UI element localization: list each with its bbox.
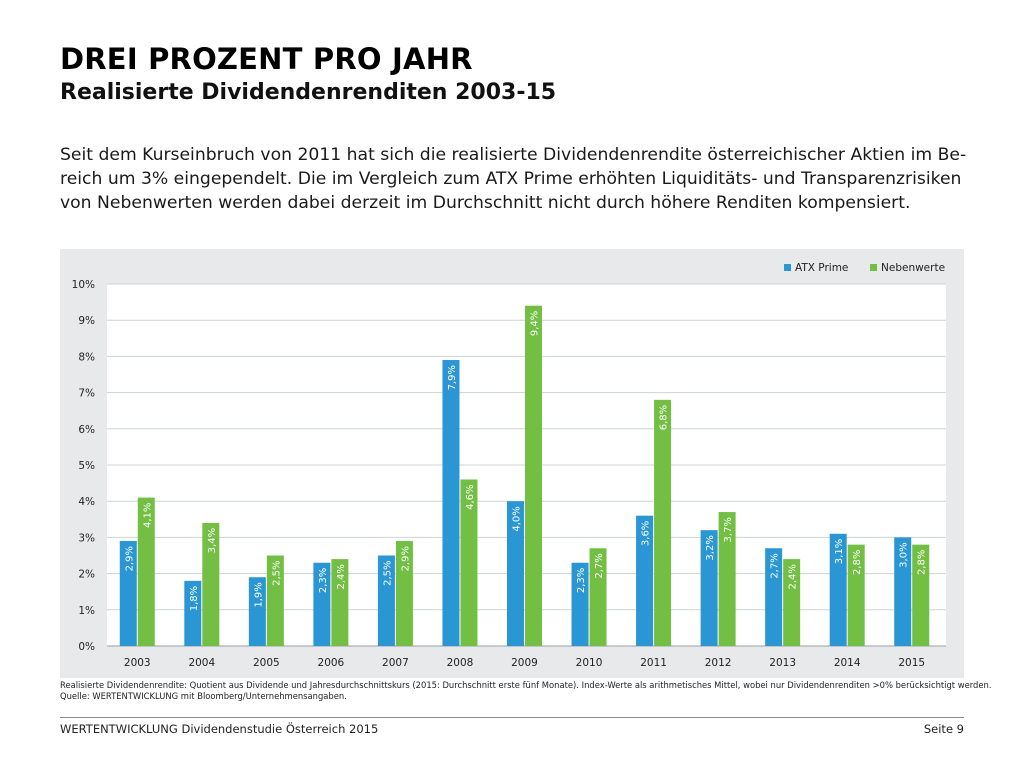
bar-nebenwerte bbox=[202, 522, 220, 646]
intro-line: von Nebenwerten werden dabei derzeit im … bbox=[60, 193, 911, 213]
bar-data-label: 2,3% bbox=[318, 568, 329, 593]
bar-data-label: 2,5% bbox=[271, 561, 282, 586]
bar-atx-prime bbox=[119, 541, 137, 646]
bar-data-label: 3,6% bbox=[641, 521, 652, 546]
y-tick-label: 8% bbox=[78, 351, 95, 363]
bar-nebenwerte bbox=[654, 399, 672, 646]
page-subtitle: Realisierte Dividendenrenditen 2003-15 bbox=[60, 80, 557, 105]
page-title: DREI PROZENT PRO JAHR bbox=[60, 42, 473, 76]
x-tick-label: 2005 bbox=[253, 657, 280, 669]
bar-atx-prime bbox=[571, 562, 589, 646]
y-tick-label: 4% bbox=[78, 496, 95, 508]
note-source: Quelle: WERTENTWICKLUNG mit Bloomberg/Un… bbox=[60, 691, 347, 701]
bar-atx-prime bbox=[894, 537, 912, 646]
x-tick-label: 2006 bbox=[318, 657, 345, 669]
bar-data-label: 3,4% bbox=[207, 528, 218, 553]
bar-data-label: 3,7% bbox=[723, 517, 734, 542]
y-tick-label: 7% bbox=[78, 388, 95, 400]
x-tick-label: 2007 bbox=[382, 657, 409, 669]
y-tick-label: 5% bbox=[78, 460, 95, 472]
x-tick-label: 2015 bbox=[898, 657, 925, 669]
bar-data-label: 2,3% bbox=[576, 568, 587, 593]
bar-data-label: 2,7% bbox=[770, 553, 781, 578]
legend-swatch bbox=[870, 264, 877, 271]
bar-atx-prime bbox=[184, 580, 202, 646]
y-tick-label: 6% bbox=[78, 424, 95, 436]
y-tick-label: 1% bbox=[78, 605, 95, 617]
bar-nebenwerte bbox=[783, 559, 801, 646]
bar-data-label: 6,8% bbox=[659, 405, 670, 430]
chart-notes: Realisierte Dividendenrendite: Quotient … bbox=[60, 680, 992, 702]
bar-nebenwerte bbox=[395, 541, 413, 646]
chart-panel: 0% 1% 2% 3% 4% 5% 6% 7% 8% 9% 10% 2,9% 4,1% 2003 1,8% 3… bbox=[60, 249, 964, 678]
bar-atx-prime bbox=[829, 533, 847, 646]
bar-nebenwerte bbox=[718, 512, 736, 646]
bar-nebenwerte bbox=[266, 555, 284, 646]
bar-atx-prime bbox=[636, 515, 654, 646]
x-tick-label: 2008 bbox=[447, 657, 474, 669]
bar-nebenwerte bbox=[525, 305, 542, 646]
bar-data-label: 2,9% bbox=[400, 546, 411, 571]
y-tick-label: 9% bbox=[78, 315, 95, 327]
bar-data-label: 3,1% bbox=[834, 539, 845, 564]
bar-atx-prime bbox=[507, 501, 524, 646]
bar-nebenwerte bbox=[589, 548, 607, 646]
bar-data-label: 2,8% bbox=[852, 550, 863, 575]
legend-label: Nebenwerte bbox=[881, 262, 945, 274]
bar-data-label: 3,0% bbox=[899, 542, 910, 567]
bar-nebenwerte bbox=[912, 544, 930, 646]
bar-data-label: 4,1% bbox=[142, 503, 153, 528]
y-tick-label: 2% bbox=[78, 569, 95, 581]
bar-atx-prime bbox=[765, 548, 783, 646]
footer-divider bbox=[60, 717, 964, 718]
bar-data-label: 3,2% bbox=[705, 535, 716, 560]
bar-nebenwerte bbox=[460, 479, 478, 646]
bar-data-label: 1,9% bbox=[253, 582, 264, 607]
x-tick-label: 2011 bbox=[640, 657, 667, 669]
y-tick-label: 0% bbox=[78, 641, 95, 653]
bar-chart: 0% 1% 2% 3% 4% 5% 6% 7% 8% 9% 10% 2,9% 4,1% 2003 1,8% 3… bbox=[72, 262, 946, 669]
bar-data-label: 2,8% bbox=[917, 550, 928, 575]
bar-atx-prime bbox=[377, 555, 395, 646]
footer-publication: WERTENTWICKLUNG Dividendenstudie Österre… bbox=[60, 722, 379, 736]
bar-atx-prime bbox=[442, 360, 460, 646]
bar-atx-prime bbox=[700, 530, 718, 646]
legend-swatch bbox=[784, 264, 791, 271]
x-tick-label: 2003 bbox=[124, 657, 151, 669]
y-tick-label: 10% bbox=[72, 279, 95, 291]
bar-data-label: 2,4% bbox=[788, 564, 799, 589]
bar-data-label: 4,6% bbox=[465, 484, 476, 509]
x-tick-label: 2014 bbox=[834, 657, 861, 669]
bar-data-label: 1,8% bbox=[189, 586, 200, 611]
bar-data-label: 4,0% bbox=[512, 506, 523, 531]
intro-line: reich um 3% eingependelt. Die im Verglei… bbox=[60, 169, 962, 189]
intro-line: Seit dem Kurseinbruch von 2011 hat sich … bbox=[60, 145, 967, 165]
bar-nebenwerte bbox=[331, 559, 349, 646]
x-tick-label: 2013 bbox=[769, 657, 796, 669]
bar-atx-prime bbox=[313, 562, 331, 646]
bar-data-label: 2,4% bbox=[336, 564, 347, 589]
bar-data-label: 7,9% bbox=[447, 365, 458, 390]
intro-paragraph: Seit dem Kurseinbruch von 2011 hat sich … bbox=[60, 143, 970, 215]
bar-data-label: 2,9% bbox=[124, 546, 135, 571]
bar-data-label: 9,4% bbox=[530, 311, 541, 336]
x-tick-label: 2010 bbox=[576, 657, 603, 669]
x-tick-label: 2004 bbox=[188, 657, 215, 669]
y-tick-label: 3% bbox=[78, 532, 95, 544]
bar-data-label: 2,7% bbox=[594, 553, 605, 578]
x-tick-label: 2012 bbox=[705, 657, 732, 669]
bar-atx-prime bbox=[248, 577, 266, 646]
legend-label: ATX Prime bbox=[795, 262, 848, 274]
x-tick-label: 2009 bbox=[511, 657, 538, 669]
bar-data-label: 2,5% bbox=[382, 561, 393, 586]
bar-nebenwerte bbox=[137, 497, 155, 646]
page-number: Seite 9 bbox=[923, 722, 964, 736]
note-definition: Realisierte Dividendenrendite: Quotient … bbox=[60, 680, 992, 690]
bar-nebenwerte bbox=[847, 544, 865, 646]
